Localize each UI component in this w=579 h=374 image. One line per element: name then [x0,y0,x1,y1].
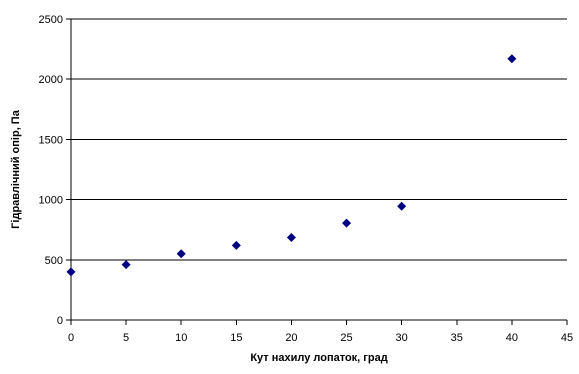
y-tick-label-1: 500 [45,255,63,267]
data-point-0-5 [342,218,352,228]
data-point-0-1 [121,260,131,270]
x-tick-label-9: 45 [561,332,573,344]
y-tick-label-3: 1500 [39,134,63,146]
y-tick-label-2: 1000 [39,195,63,207]
x-tick-label-6: 30 [396,332,408,344]
data-point-0-0 [66,267,76,277]
y-tick-label-5: 2500 [39,14,63,26]
grid-lines [71,18,567,261]
x-tick-label-4: 20 [285,332,297,344]
data-point-0-7 [507,54,517,64]
x-tick-label-3: 15 [230,332,242,344]
data-point-0-2 [176,249,186,259]
tick-labels: 0 500 1000 1500 2000 2500 0 5 10 15 20 25 30 35 40 45 [39,14,574,344]
y-tick-label-0: 0 [57,315,63,327]
x-axis-title: Кут нахилу лопаток, град [250,352,387,364]
y-tick-label-4: 2000 [39,74,63,86]
x-tick-label-2: 10 [175,332,187,344]
x-tick-label-5: 25 [340,332,352,344]
data-point-0-3 [231,240,241,250]
data-point-0-4 [286,233,296,243]
axes [66,18,568,325]
data-points [66,54,517,277]
x-tick-label-0: 0 [68,332,74,344]
x-tick-label-7: 35 [451,332,463,344]
y-axis-title: Гідравлічний опір, Па [10,109,22,229]
x-tick-label-8: 40 [506,332,518,344]
x-tick-label-1: 5 [123,332,129,344]
data-point-0-6 [397,201,407,211]
